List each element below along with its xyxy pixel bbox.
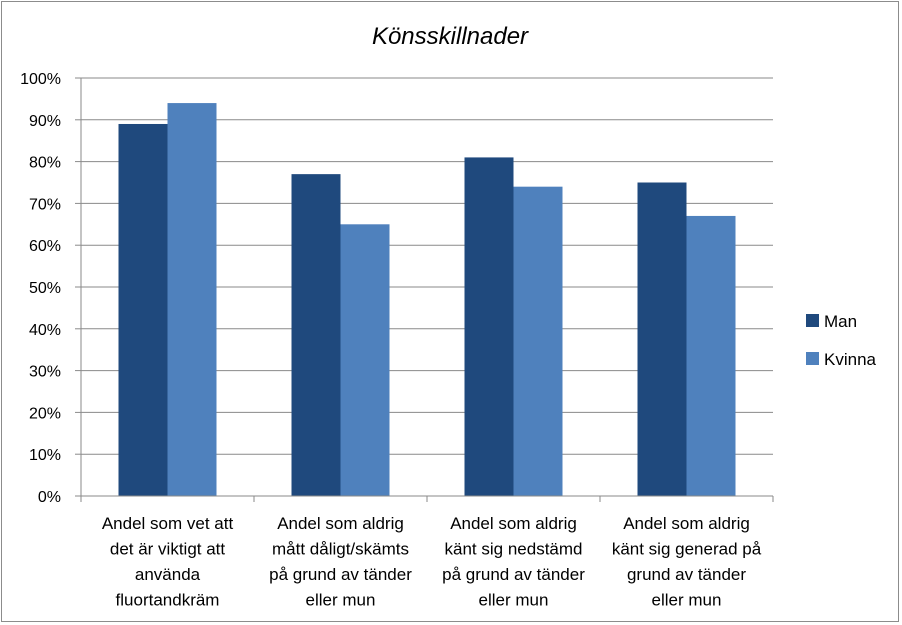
bar-man-1 [118,123,168,496]
y-tick-label: 70% [29,196,61,213]
x-category-label: Andel som vet att det är viktigt att använ… [102,514,234,610]
bar-man-2 [291,174,341,496]
chart-title: Könsskillnader [372,23,529,50]
bars [118,103,736,497]
bar-man-3 [464,157,514,497]
y-tick-label: 60% [29,238,61,255]
legend-swatch-kvinna [806,352,819,365]
y-tick-label: 50% [29,280,61,297]
legend: Man Kvinna [806,312,877,369]
bar-man-4 [637,182,687,496]
y-tick-label: 0% [38,489,61,506]
y-tick-label: 20% [29,405,61,422]
x-category-label: Andel som aldrig mått dåligt/skämts på gru… [269,514,412,610]
y-tick-label: 80% [29,155,61,172]
y-tick-label: 40% [29,322,61,339]
x-category-label: Andel som aldrig känt sig generad på grund… [612,514,762,610]
legend-label-man: Man [824,312,857,331]
legend-swatch-man [806,314,819,327]
x-axis-category-labels: Andel som vet att det är viktigt att använ… [102,514,762,610]
y-tick-label: 100% [20,71,61,88]
y-tick-label: 90% [29,113,61,130]
y-axis-tick-labels: 0% 10% 20% 30% 40% 50% 60% 70% 80% 90% 100% [20,71,61,506]
bar-kvinna-2 [340,224,390,497]
y-tick-label: 10% [29,447,61,464]
bar-kvinna-4 [686,215,736,496]
axes [80,78,774,502]
legend-label-kvinna: Kvinna [824,350,877,369]
y-tick-label: 30% [29,364,61,381]
x-category-label: Andel som aldrig känt sig nedstämd på grun… [442,514,585,610]
bar-kvinna-1 [167,103,217,496]
bar-kvinna-3 [513,186,563,496]
